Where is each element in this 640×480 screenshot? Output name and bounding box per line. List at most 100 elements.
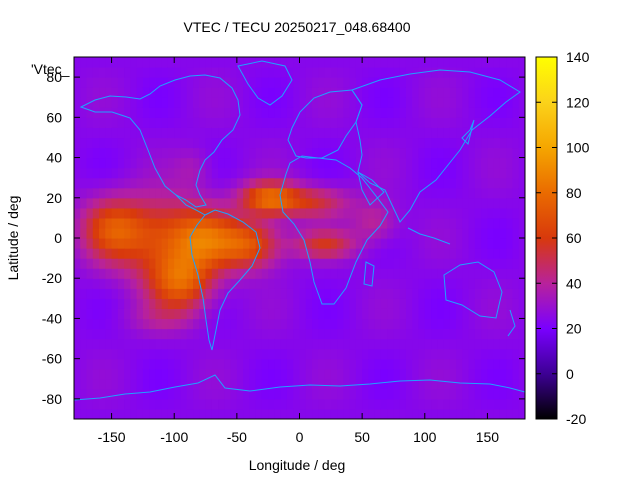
heatmap-cell xyxy=(393,238,401,249)
heatmap-cell xyxy=(74,258,81,269)
heatmap-cell xyxy=(230,177,238,189)
heatmap-cell xyxy=(474,338,482,350)
heatmap-cell xyxy=(387,137,395,149)
heatmap-cell xyxy=(318,77,326,88)
heatmap-cell xyxy=(186,308,194,320)
heatmap-cell xyxy=(437,408,445,419)
heatmap-cell xyxy=(355,268,363,279)
heatmap-cell xyxy=(161,298,169,309)
heatmap-cell xyxy=(499,278,507,289)
heatmap-cell xyxy=(474,248,482,259)
heatmap-cell xyxy=(286,87,294,98)
heatmap-cell xyxy=(343,298,351,309)
heatmap-cell xyxy=(193,278,200,289)
heatmap-cell xyxy=(355,398,363,410)
heatmap-cell xyxy=(431,268,438,279)
heatmap-cell xyxy=(399,398,407,410)
heatmap-cell xyxy=(343,238,351,249)
heatmap-cell xyxy=(218,238,225,249)
heatmap-cell xyxy=(437,338,445,350)
heatmap-cell xyxy=(431,388,438,400)
heatmap-cell xyxy=(355,67,363,78)
heatmap-cell xyxy=(393,187,401,199)
heatmap-cell xyxy=(261,258,269,269)
heatmap-cell xyxy=(261,268,269,279)
heatmap-cell xyxy=(324,328,332,340)
heatmap-cell xyxy=(124,358,131,370)
australia-coastline xyxy=(443,261,503,319)
heatmap-cell xyxy=(249,408,257,419)
heatmap-cell xyxy=(443,77,451,88)
heatmap-cell xyxy=(368,318,376,330)
heatmap-cell xyxy=(280,167,288,179)
heatmap-cell xyxy=(324,238,332,249)
heatmap-cell xyxy=(349,238,357,249)
heatmap-cell xyxy=(268,117,276,128)
heatmap-cell xyxy=(387,147,395,159)
heatmap-cell xyxy=(487,318,495,330)
heatmap-cell xyxy=(111,398,119,410)
madagascar-coastline xyxy=(363,261,375,287)
heatmap-cell xyxy=(312,278,319,289)
heatmap-cell xyxy=(487,368,495,380)
heatmap-cell xyxy=(499,217,507,229)
heatmap-cell xyxy=(393,127,401,139)
heatmap-cell xyxy=(236,388,244,400)
heatmap-cell xyxy=(130,278,138,289)
heatmap-cell xyxy=(481,57,489,68)
heatmap-cell xyxy=(443,197,451,209)
heatmap-cell xyxy=(186,57,194,68)
heatmap-cell xyxy=(80,258,88,269)
heatmap-cell xyxy=(136,217,144,229)
heatmap-cell xyxy=(117,107,125,118)
heatmap-cell xyxy=(149,288,157,299)
heatmap-cell xyxy=(142,388,150,400)
heatmap-cell xyxy=(199,288,207,299)
heatmap-cell xyxy=(362,167,369,179)
heatmap-cell xyxy=(236,248,244,259)
heatmap-cell xyxy=(180,207,188,219)
heatmap-cell xyxy=(155,298,163,309)
heatmap-cell xyxy=(255,147,263,159)
heatmap-cell xyxy=(499,107,507,118)
heatmap-cell xyxy=(142,248,150,259)
heatmap-cell xyxy=(474,157,482,169)
heatmap-cell xyxy=(124,338,131,350)
y-tick-label: 80 xyxy=(46,69,62,85)
heatmap-cell xyxy=(512,147,520,159)
heatmap-cell xyxy=(293,117,301,128)
heatmap-cell xyxy=(437,398,445,410)
heatmap-cell xyxy=(136,248,144,259)
heatmap-cell xyxy=(318,328,326,340)
heatmap-cell xyxy=(186,67,194,78)
heatmap-cell xyxy=(86,368,94,380)
heatmap-cell xyxy=(399,378,407,390)
heatmap-cell xyxy=(437,137,445,149)
heatmap-cell xyxy=(268,308,276,320)
heatmap-cell xyxy=(512,358,520,370)
heatmap-cell xyxy=(86,408,94,419)
heatmap-cell xyxy=(456,107,463,118)
heatmap-cell xyxy=(80,348,88,360)
heatmap-cell xyxy=(174,268,182,279)
heatmap-cell xyxy=(412,227,420,239)
heatmap-cell xyxy=(130,127,138,139)
heatmap-cell xyxy=(437,278,445,289)
heatmap-cell xyxy=(456,268,463,279)
heatmap-cell xyxy=(243,107,250,118)
heatmap-cell xyxy=(437,328,445,340)
heatmap-cell xyxy=(186,318,194,330)
heatmap-cell xyxy=(186,388,194,400)
colorbar-tick-label: -20 xyxy=(566,411,586,427)
greenland-coastline xyxy=(237,60,293,106)
heatmap-cell xyxy=(218,177,225,189)
heatmap-cell xyxy=(286,398,294,410)
heatmap-cell xyxy=(155,288,163,299)
heatmap-cell xyxy=(124,368,131,380)
heatmap-cell xyxy=(92,127,100,139)
heatmap-cell xyxy=(74,358,81,370)
heatmap-cell xyxy=(293,258,301,269)
heatmap-cell xyxy=(205,117,213,128)
heatmap-cell xyxy=(293,408,301,419)
